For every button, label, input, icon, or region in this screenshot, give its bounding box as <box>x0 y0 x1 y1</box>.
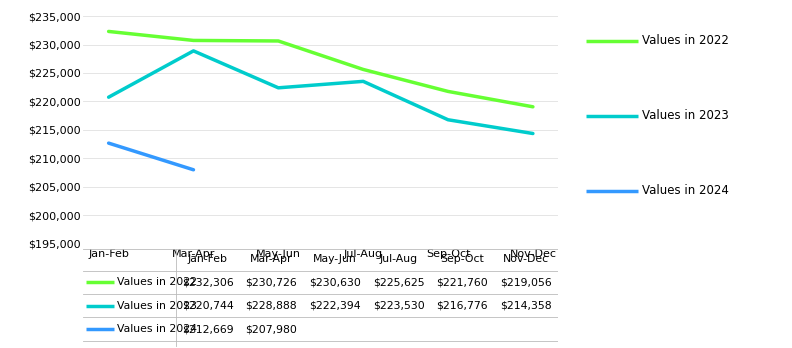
Text: $230,630: $230,630 <box>309 277 361 287</box>
Text: Values in 2022: Values in 2022 <box>117 277 197 287</box>
Text: Jul-Aug: Jul-Aug <box>379 254 417 264</box>
Text: May-Jun: May-Jun <box>313 254 357 264</box>
Text: $219,056: $219,056 <box>501 277 552 287</box>
Text: $225,625: $225,625 <box>373 277 425 287</box>
Text: $230,726: $230,726 <box>246 277 297 287</box>
Text: Values in 2024: Values in 2024 <box>642 184 729 197</box>
Text: $212,669: $212,669 <box>182 324 234 334</box>
Text: Values in 2023: Values in 2023 <box>642 109 729 122</box>
Text: Mar-Apr: Mar-Apr <box>250 254 292 264</box>
Text: $232,306: $232,306 <box>182 277 234 287</box>
Text: $214,358: $214,358 <box>501 301 552 311</box>
Text: $222,394: $222,394 <box>309 301 361 311</box>
Text: $207,980: $207,980 <box>246 324 297 334</box>
Text: Jan-Feb: Jan-Feb <box>188 254 227 264</box>
Text: Values in 2022: Values in 2022 <box>642 34 729 47</box>
Text: Nov-Dec: Nov-Dec <box>503 254 549 264</box>
Text: $220,744: $220,744 <box>182 301 234 311</box>
Text: $228,888: $228,888 <box>246 301 297 311</box>
Text: Values in 2023: Values in 2023 <box>117 301 197 311</box>
Text: $223,530: $223,530 <box>373 301 425 311</box>
Text: $216,776: $216,776 <box>436 301 488 311</box>
Text: $221,760: $221,760 <box>436 277 488 287</box>
Text: Sep-Oct: Sep-Oct <box>440 254 484 264</box>
Text: Values in 2024: Values in 2024 <box>117 324 197 334</box>
